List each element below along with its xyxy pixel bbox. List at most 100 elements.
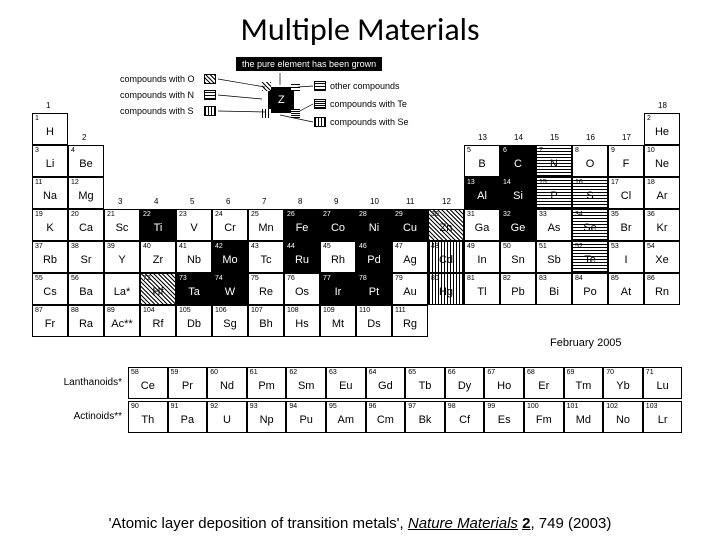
element-cell: 100Fm (524, 401, 564, 433)
element-symbol: Pa (169, 414, 207, 426)
element-cell: 81Tl (464, 273, 500, 305)
element-symbol: Er (525, 380, 563, 392)
element-symbol: Fe (285, 222, 319, 234)
atomic-number: 74 (215, 275, 223, 282)
element-symbol: Ra (69, 318, 103, 330)
element-cell: 70Yb (603, 367, 643, 399)
atomic-number: 5 (467, 147, 471, 154)
citation-prefix: 'Atomic layer deposition of transition m… (109, 515, 408, 532)
atomic-number: 53 (611, 243, 619, 250)
element-symbol: Co (321, 222, 355, 234)
element-symbol: Si (501, 190, 535, 202)
atomic-number: 83 (539, 275, 547, 282)
element-cell: 94Pu (286, 401, 326, 433)
element-cell: 95 Am (326, 401, 366, 433)
atomic-number: 34 (575, 211, 583, 218)
element-cell: 73Ta (176, 273, 212, 305)
atomic-number: 38 (71, 243, 79, 250)
element-cell: 99Es (484, 401, 524, 433)
element-cell: 50Sn (500, 241, 536, 273)
element-cell: 108Hs (284, 305, 320, 337)
element-symbol: Ba (69, 286, 103, 298)
atomic-number: 79 (395, 275, 403, 282)
slide-title: Multiple Materials (0, 10, 720, 49)
element-cell: 92 U (207, 401, 247, 433)
atomic-number: 62 (289, 369, 297, 376)
atomic-number: 91 (171, 403, 179, 410)
atomic-number: 92 (210, 403, 218, 410)
group-number: 18 (658, 101, 667, 110)
element-symbol: Gd (367, 380, 405, 392)
atomic-number: 23 (179, 211, 187, 218)
atomic-number: 52 (575, 243, 583, 250)
atomic-number: 99 (487, 403, 495, 410)
element-cell: 54Xe (644, 241, 680, 273)
element-cell: 83 Bi (536, 273, 572, 305)
element-cell: 78Pt (356, 273, 392, 305)
element-cell: 64Gd (366, 367, 406, 399)
element-symbol: At (609, 286, 643, 298)
element-symbol: Am (327, 414, 365, 426)
element-symbol: Tc (249, 254, 283, 266)
element-symbol: Li (33, 158, 67, 170)
group-number: 15 (550, 133, 559, 142)
atomic-number: 28 (359, 211, 367, 218)
element-cell: 90Th (128, 401, 168, 433)
atomic-number: 55 (35, 275, 43, 282)
atomic-number: 37 (35, 243, 43, 250)
element-cell: 66Dy (445, 367, 485, 399)
element-symbol: Rb (33, 254, 67, 266)
element-cell: 46Pd (356, 241, 392, 273)
atomic-number: 63 (329, 369, 337, 376)
element-symbol: Cm (367, 414, 405, 426)
element-cell: 19K (32, 209, 68, 241)
element-cell: 60Nd (207, 367, 247, 399)
atomic-number: 110 (359, 307, 370, 314)
element-cell: 2He (644, 113, 680, 145)
atomic-number: 108 (287, 307, 299, 314)
element-symbol: Cl (609, 190, 643, 202)
element-cell: 103Lr (643, 401, 683, 433)
atomic-number: 65 (408, 369, 416, 376)
element-symbol: Xe (645, 254, 679, 266)
element-cell: 51Sb (536, 241, 572, 273)
element-symbol: No (604, 414, 642, 426)
element-cell: 97Bk (405, 401, 445, 433)
atomic-number: 33 (539, 211, 547, 218)
element-symbol: Pr (169, 380, 207, 392)
element-symbol: V (177, 222, 211, 234)
element-symbol: S (573, 190, 607, 202)
atomic-number: 95 (329, 403, 337, 410)
element-symbol: Re (249, 286, 283, 298)
atomic-number: 84 (575, 275, 583, 282)
atomic-number: 4 (71, 147, 75, 154)
element-symbol: Bi (537, 286, 571, 298)
atomic-number: 14 (503, 179, 511, 186)
element-symbol: Lu (644, 380, 682, 392)
element-symbol: Rh (321, 254, 355, 266)
element-symbol: Br (609, 222, 643, 234)
element-symbol: He (645, 126, 679, 138)
atomic-number: 60 (210, 369, 218, 376)
citation: 'Atomic layer deposition of transition m… (0, 515, 720, 532)
atomic-number: 26 (287, 211, 295, 218)
atomic-number: 71 (646, 369, 654, 376)
element-symbol: Nb (177, 254, 211, 266)
citation-journal: Nature Materials (408, 515, 518, 532)
atomic-number: 40 (143, 243, 151, 250)
element-symbol: K (33, 222, 67, 234)
element-cell: 63Eu (326, 367, 366, 399)
element-symbol: Ho (485, 380, 523, 392)
element-symbol: La* (105, 286, 139, 298)
element-symbol: Kr (645, 222, 679, 234)
element-cell: 5B (464, 145, 500, 177)
element-symbol: Rn (645, 286, 679, 298)
element-symbol: Fr (33, 318, 67, 330)
element-symbol: Bh (249, 318, 283, 330)
element-cell: 37 Rb (32, 241, 68, 273)
atomic-number: 104 (143, 307, 155, 314)
element-cell: 34Se (572, 209, 608, 241)
element-symbol: Lr (644, 414, 682, 426)
element-symbol: Te (573, 254, 607, 266)
element-symbol: U (208, 414, 246, 426)
